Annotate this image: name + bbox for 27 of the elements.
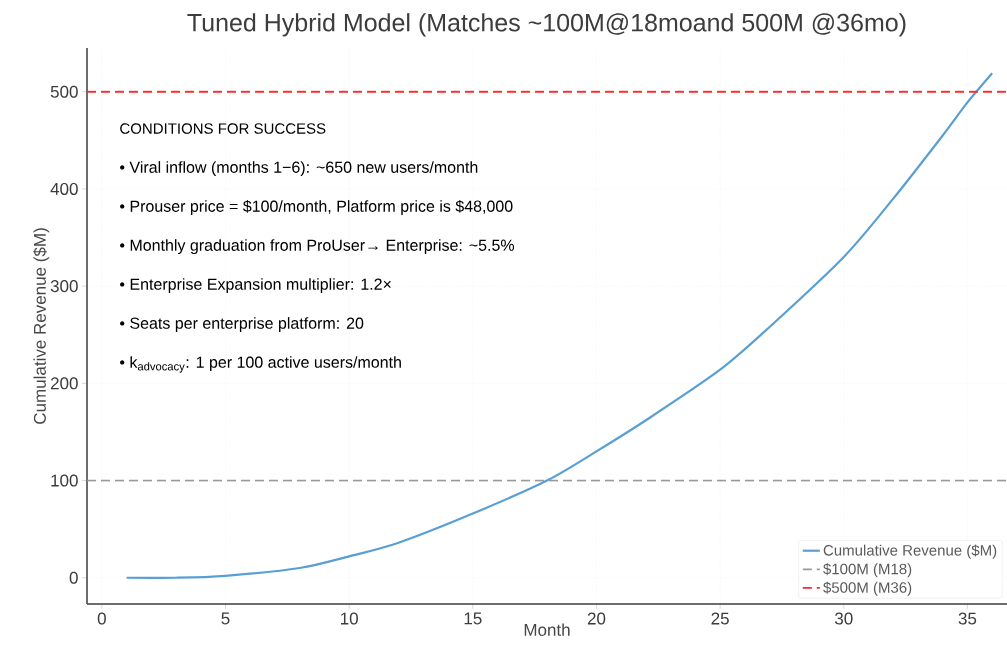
x-tick-label: 0 xyxy=(97,612,106,625)
y-tick-label: 300 xyxy=(50,280,78,293)
chart-title: Tuned Hybrid Model (Matches ~100M@18moand 500M @36mo) xyxy=(187,13,906,37)
annotation: • Seats per enterprise platform: 20 xyxy=(120,317,364,333)
annotation: CONDITIONS FOR SUCCESS xyxy=(120,123,326,134)
y-tick-label: 200 xyxy=(50,377,78,390)
y-axis-title: Cumulative Revenue ($M) xyxy=(33,228,50,424)
x-tick-label: 25 xyxy=(711,612,729,625)
x-axis-title: Month xyxy=(524,623,570,636)
y-tick-label: 100 xyxy=(51,474,78,487)
annotation: • Viral inflow (months 1−6): ~650 new users/month xyxy=(120,161,478,177)
y-tick-label: 500 xyxy=(50,85,78,98)
y-tick-label: 400 xyxy=(50,182,78,195)
legend-label: $100M (M18) xyxy=(823,563,912,578)
annotation: • Prouser price = $100/month, Platform price is $48,000 xyxy=(120,199,513,216)
x-tick-label: 20 xyxy=(587,612,606,625)
annotation: • Enterprise Expansion multiplier: 1.2× xyxy=(120,278,391,294)
legend-label: $500M (M36) xyxy=(823,581,912,596)
annotation: • Monthly graduation from ProUser→ Enterprise: ~5.5% xyxy=(120,239,515,255)
x-tick-label: 5 xyxy=(221,612,230,625)
y-tick-label: 0 xyxy=(69,571,78,584)
x-tick-label: 15 xyxy=(464,612,482,625)
x-tick-label: 30 xyxy=(834,612,853,625)
legend-label: Cumulative Revenue ($M) xyxy=(823,544,997,559)
annotation: • k$_{advocacy}$: 1 per 100 active users/month xyxy=(120,356,401,373)
x-tick-label: 10 xyxy=(341,612,358,625)
x-tick-label: 35 xyxy=(958,612,977,625)
